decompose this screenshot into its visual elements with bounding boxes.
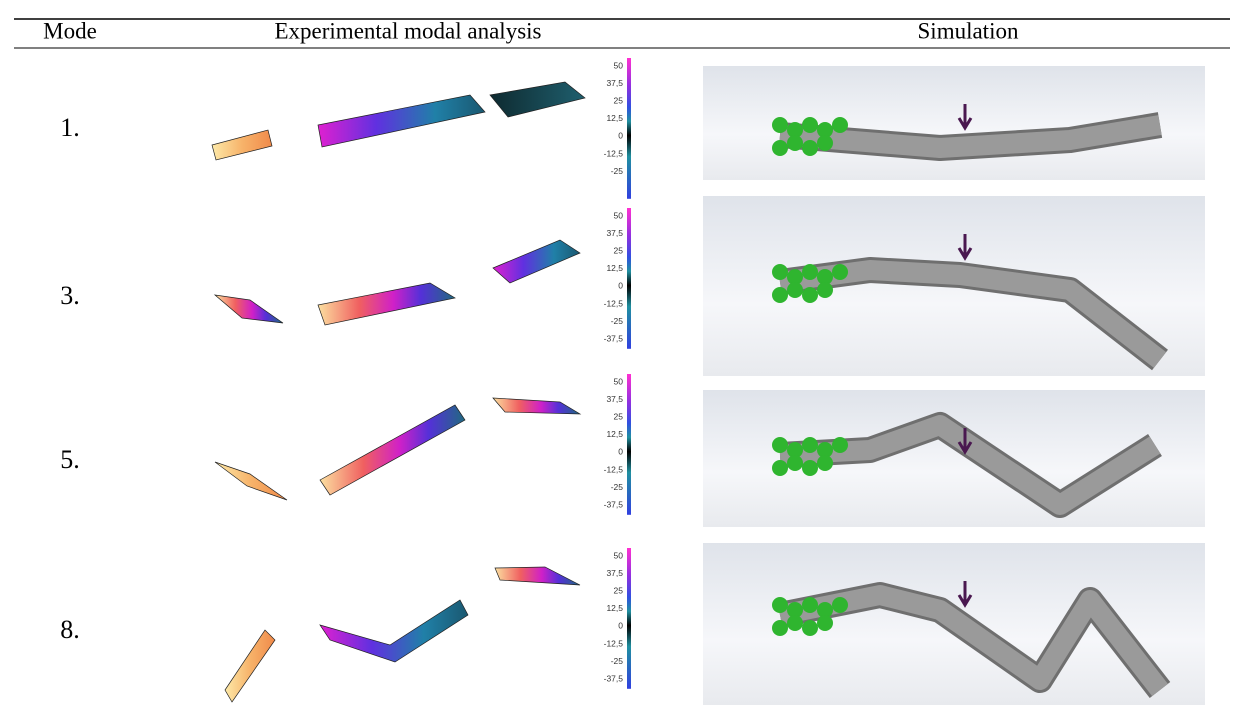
colorbar-label: -25 [611,316,624,326]
colorbar [627,58,631,199]
fixture-icon [772,620,788,636]
fixture-icon [832,117,848,133]
fixture-icon [817,282,833,298]
colorbar-label: 37,5 [606,568,623,578]
fixture-icon [772,140,788,156]
colorbar-label: 0 [618,621,623,631]
colorbar-label: -12,5 [604,464,624,474]
table-row: 3. 50 37,5 25 12,5 0 -12,5 -25 -37,5 [60,196,1205,376]
fixture-icon [787,455,803,471]
fixture-icon [817,615,833,631]
fixture-icon [772,460,788,476]
mode-shape-plate [225,630,275,702]
colorbar-label: 25 [614,245,624,255]
colorbar-label: 12,5 [606,263,623,273]
colorbar-label: -25 [611,656,624,666]
fixture-icon [787,135,803,151]
table-row: 5. 50 37,5 25 12,5 0 -12,5 -25 -37,5 [60,374,1205,527]
fixture-icon [802,264,818,280]
fixture-icon [817,455,833,471]
fixture-icon [772,117,788,133]
fixture-icon [802,117,818,133]
fixture-icon [772,264,788,280]
colorbar-label: 12,5 [606,603,623,613]
mode-shape-plate [318,283,455,325]
mode-shape-plate [320,405,465,495]
colorbar [627,374,631,515]
mode-shape-plate [215,295,283,323]
fixture-icon [802,597,818,613]
mode-shape-plate [495,567,580,585]
fixture-icon [772,437,788,453]
mode-number: 1. [60,113,80,142]
mode-shape-plate [493,398,580,414]
fixture-icon [802,460,818,476]
header-experimental: Experimental modal analysis [275,18,542,43]
header-mode: Mode [43,18,97,43]
colorbar-label: 25 [614,411,624,421]
mode-number: 8. [60,615,80,644]
colorbar-label: 50 [614,550,624,560]
fixture-icon [802,287,818,303]
colorbar-label: -37,5 [604,673,624,683]
colorbar-label: 50 [614,376,624,386]
header-simulation: Simulation [918,18,1019,43]
table-row: 8. 50 37,5 25 12,5 0 -12,5 -25 -37,5 [60,543,1205,705]
colorbar-label: -37,5 [604,333,624,343]
colorbar-label: -12,5 [604,298,624,308]
fixture-icon [772,287,788,303]
table-row: 1. 50 37,5 25 12,5 0 -12,5 -25 [60,58,1205,199]
colorbar-label: 12,5 [606,113,623,123]
colorbar-label: 0 [618,447,623,457]
colorbar-label: -25 [611,166,624,176]
colorbar [627,548,631,689]
colorbar-label: -37,5 [604,499,624,509]
colorbar-label: -12,5 [604,638,624,648]
colorbar-label: 37,5 [606,228,623,238]
colorbar-label: -25 [611,482,624,492]
colorbar-label: 0 [618,131,623,141]
colorbar-label: 37,5 [606,78,623,88]
figure-table: Mode Experimental modal analysis Simulat… [0,0,1245,706]
colorbar-label: -12,5 [604,148,624,158]
colorbar-label: 12,5 [606,429,623,439]
mode-number: 5. [60,445,80,474]
fixture-icon [832,264,848,280]
colorbar-label: 0 [618,281,623,291]
mode-number: 3. [60,281,80,310]
fixture-icon [832,437,848,453]
colorbar-label: 50 [614,210,624,220]
colorbar-label: 37,5 [606,394,623,404]
colorbar-label: 25 [614,95,624,105]
fixture-icon [802,140,818,156]
fixture-icon [787,615,803,631]
fixture-icon [802,620,818,636]
mode-shape-plate [212,130,272,160]
mode-shape-plate [490,82,585,117]
fixture-icon [787,282,803,298]
mode-shape-plate [318,95,485,147]
fixture-icon [832,597,848,613]
fixture-icon [772,597,788,613]
page: Mode Experimental modal analysis Simulat… [0,0,1245,706]
mode-shape-plate [493,240,580,283]
fixture-icon [802,437,818,453]
colorbar-label: 50 [614,60,624,70]
mode-shape-plate [320,600,468,662]
mode-shape-plate [215,462,287,500]
colorbar-label: 25 [614,585,624,595]
colorbar [627,208,631,349]
fixture-icon [817,135,833,151]
